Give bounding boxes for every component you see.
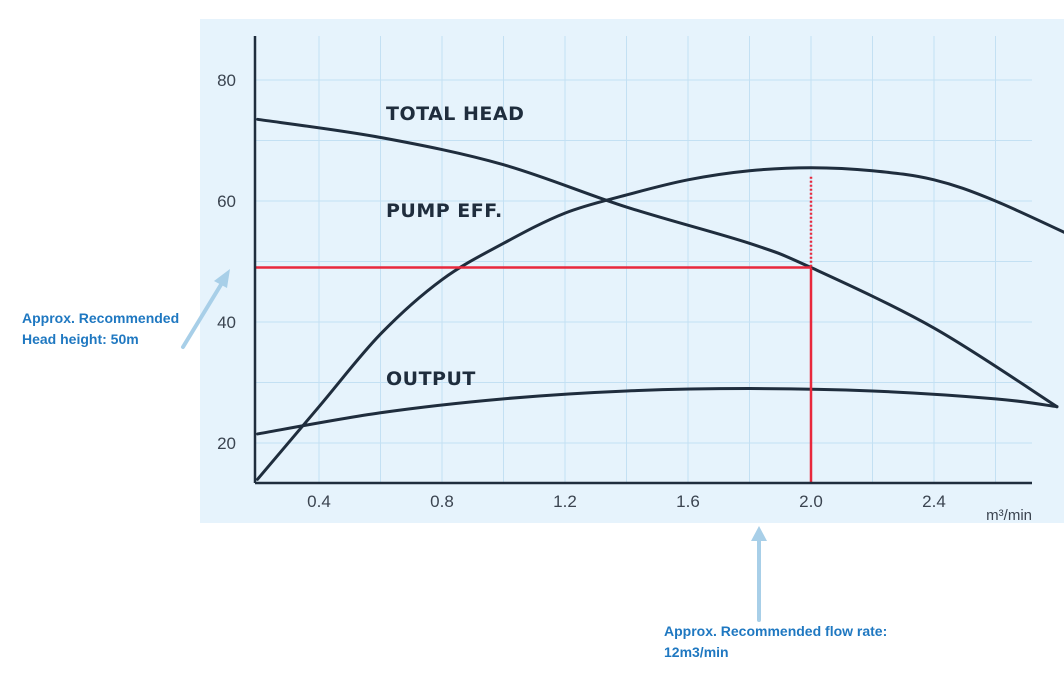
- grid: [255, 36, 1032, 483]
- series-line-total-head: [256, 117, 1059, 409]
- flow-annotation-line-1: Approx. Recommended flow rate:: [664, 623, 888, 639]
- labels: 0.4 0.8 1.2 1.6 2.0 2.4 20 40 60 80 m³/min TOTAL HE…: [217, 71, 1032, 524]
- flow-arrow-head: [751, 526, 767, 541]
- x-tick-label: 0.8: [430, 492, 454, 511]
- x-tick-label: 1.2: [553, 492, 577, 511]
- plot-background: [200, 19, 1064, 523]
- flow-annotation-line-2: 12m3/min: [664, 644, 729, 660]
- y-tick-label: 40: [217, 313, 236, 332]
- recommendation-markers: [255, 176, 813, 483]
- series-line-pump-eff: [256, 166, 1064, 481]
- annotation-arrows: [181, 269, 767, 622]
- head-annotation: Approx. Recommended Head height: 50m: [22, 308, 179, 350]
- y-tick-label: 80: [217, 71, 236, 90]
- series-label: OUTPUT: [386, 368, 476, 390]
- x-unit-label: m³/min: [986, 507, 1032, 524]
- head-arrow-shaft: [181, 281, 224, 349]
- head-annotation-line-2: Head height: 50m: [22, 331, 139, 347]
- x-tick-label: 2.0: [799, 492, 823, 511]
- series-line-output: [256, 387, 1059, 436]
- series-label: TOTAL HEAD: [386, 103, 524, 125]
- series-label: PUMP EFF.: [386, 200, 503, 222]
- x-tick-label: 0.4: [307, 492, 331, 511]
- head-annotation-line-1: Approx. Recommended: [22, 310, 180, 326]
- flow-annotation: Approx. Recommended flow rate: 12m3/min: [664, 621, 887, 663]
- axes: [253, 36, 1032, 485]
- head-arrow-head: [214, 269, 230, 288]
- y-tick-label: 60: [217, 192, 236, 211]
- curves: [256, 117, 1064, 481]
- x-tick-label: 1.6: [676, 492, 700, 511]
- x-tick-label: 2.4: [922, 492, 946, 511]
- y-tick-label: 20: [217, 434, 236, 453]
